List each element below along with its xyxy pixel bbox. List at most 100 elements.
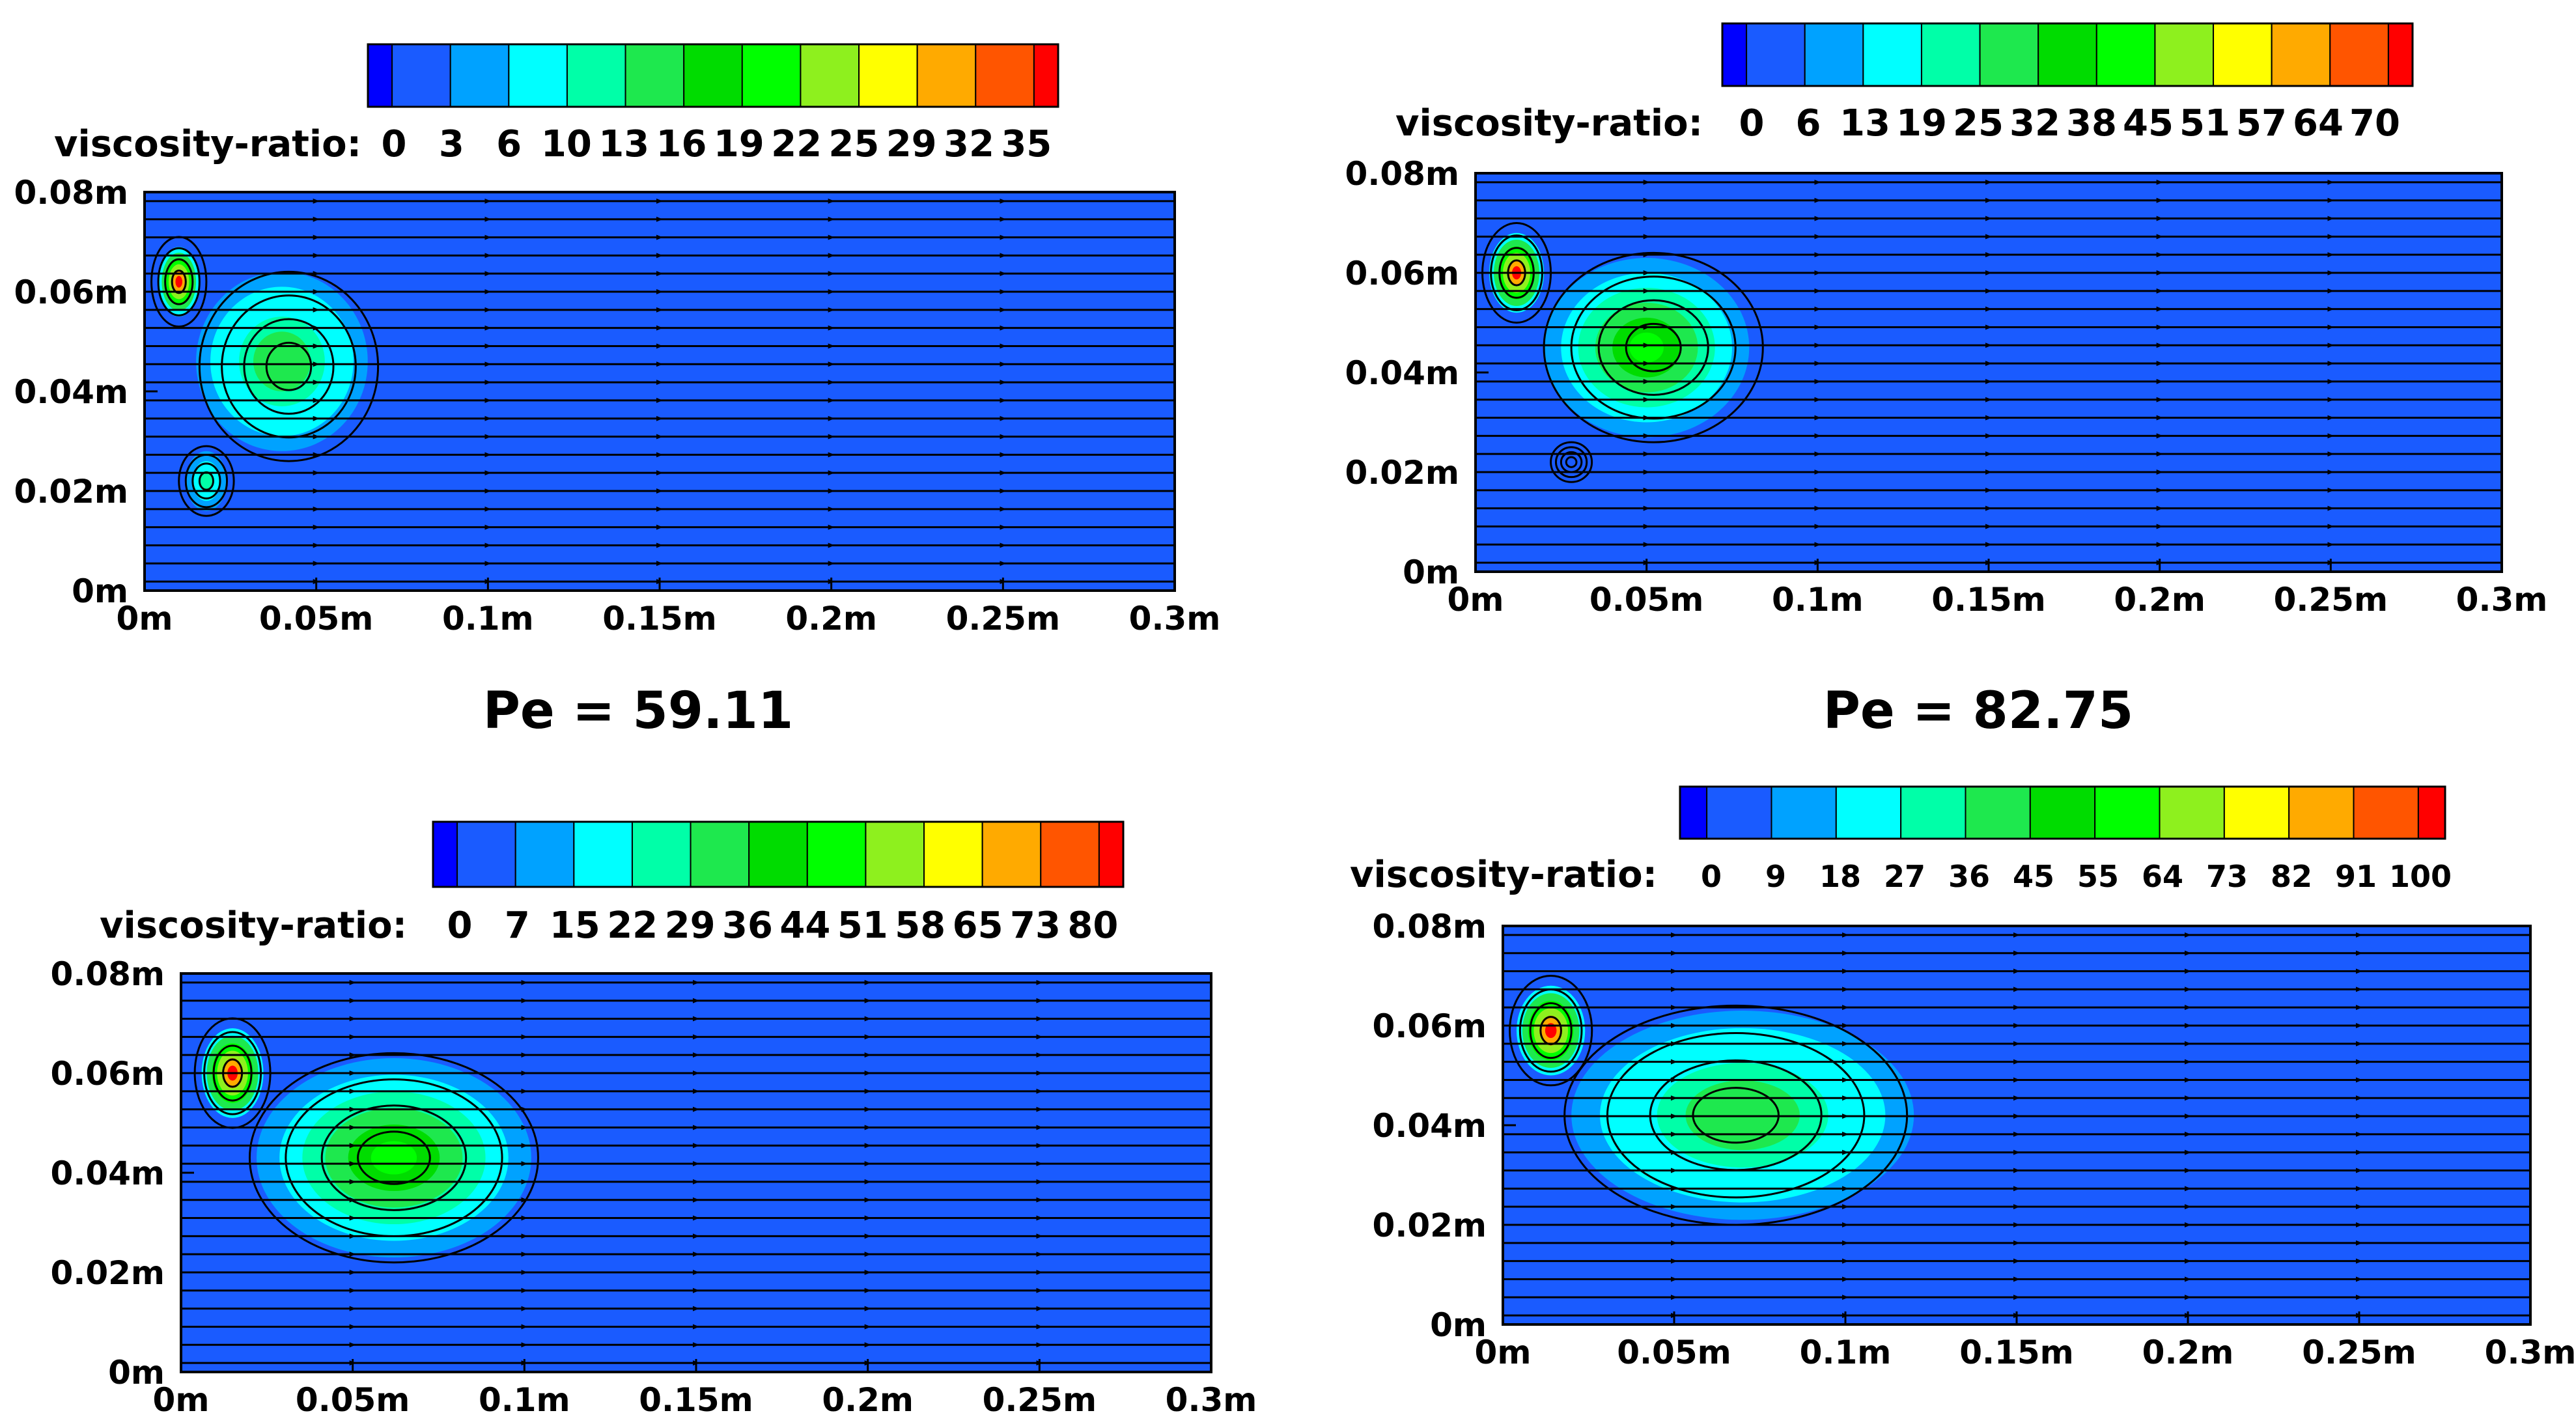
colorbar-label: viscosity-ratio: xyxy=(54,123,361,165)
vortex-streamline xyxy=(212,1044,253,1102)
colorbar-frame xyxy=(432,820,1125,888)
vortex-streamline xyxy=(1539,1016,1562,1046)
y-tick-label: 0m xyxy=(1403,553,1459,591)
colorbar-frame xyxy=(1679,785,2446,840)
y-tick-label: 0.04m xyxy=(1373,1107,1487,1145)
vortex-streamline xyxy=(1570,275,1737,420)
x-tick-label: 0.25m xyxy=(2302,1334,2416,1371)
colorbar-swatch xyxy=(1722,23,1748,87)
colorbar-tick-label: 6 xyxy=(496,123,522,165)
x-tick-label: 0.05m xyxy=(1617,1334,1731,1371)
colorbar-swatch xyxy=(2037,23,2097,87)
x-tick-label: 0.15m xyxy=(639,1381,753,1419)
colorbar-swatch xyxy=(1920,23,1981,87)
colorbar-tick-label: 80 xyxy=(1067,904,1118,947)
vortex-streamline xyxy=(157,247,201,316)
colorbar-tick-label: 29 xyxy=(665,904,716,947)
vortex-streamline xyxy=(1606,1031,1866,1199)
x-tick-label: 0.15m xyxy=(602,600,716,637)
x-tick-label: 0.15m xyxy=(1959,1334,2073,1371)
colorbar-tick-label: 25 xyxy=(828,123,879,165)
colorbar-label: viscosity-ratio: xyxy=(1350,854,1657,896)
colorbar-swatch xyxy=(2271,23,2331,87)
colorbar-tick-label: 45 xyxy=(2123,102,2174,145)
colorbar-tick-label: 0 xyxy=(382,123,407,165)
colorbar-tick-label: 58 xyxy=(895,904,945,947)
colorbar-swatch xyxy=(2223,786,2290,839)
colorbar-swatch xyxy=(1033,44,1059,107)
vortex-streamline xyxy=(193,1017,272,1129)
vortex-streamline xyxy=(1519,988,1583,1073)
colorbar-swatch xyxy=(2154,23,2215,87)
colorbar-swatch xyxy=(1746,23,1806,87)
vortex-streamline xyxy=(1554,446,1588,479)
colorbar-tick-label: 13 xyxy=(598,123,649,165)
colorbar-swatch xyxy=(367,44,393,107)
y-tick-label: 0.02m xyxy=(14,473,128,511)
colorbar-tick-label: 9 xyxy=(1765,859,1786,894)
colorbar-swatch xyxy=(690,821,750,888)
vortex-streamline xyxy=(285,1078,503,1238)
colorbar-tick-label: 13 xyxy=(1840,102,1890,145)
colorbar-swatch xyxy=(975,44,1035,107)
vortex-streamline xyxy=(1625,322,1682,372)
colorbar-swatch xyxy=(2417,786,2446,839)
vortex-streamline xyxy=(1692,1087,1780,1144)
streamlines xyxy=(145,198,1175,585)
colorbar-swatch xyxy=(573,821,633,888)
x-tick-label: 0.2m xyxy=(785,600,877,637)
colorbar-swatch xyxy=(1040,821,1100,888)
colorbar-swatch xyxy=(2353,786,2419,839)
contour-field xyxy=(145,192,1175,591)
colorbar xyxy=(1721,22,2414,87)
x-tick-label: 0.05m xyxy=(296,1381,410,1419)
contour-band xyxy=(1545,1023,1557,1039)
vortex-streamline xyxy=(191,462,221,499)
colorbar-label: viscosity-ratio: xyxy=(1395,102,1703,145)
x-tick-label: 0.3m xyxy=(2456,581,2548,619)
colorbar xyxy=(432,820,1125,888)
colorbar-tick-label: 15 xyxy=(550,904,600,947)
y-tick-label: 0.06m xyxy=(51,1055,165,1093)
colorbar-swatch xyxy=(1679,786,1708,839)
colorbar-swatch xyxy=(1835,786,1902,839)
vortex-streamline xyxy=(178,445,235,517)
colorbar-swatch xyxy=(391,44,451,107)
colorbar-tick-label: 27 xyxy=(1884,859,1925,894)
x-tick-label: 0.1m xyxy=(1800,1334,1892,1371)
panel-bottom-left: viscosity-ratio: 0 7 15 22 29 36 44 51 58 65 73 80 0m… xyxy=(51,820,1257,1419)
x-tick-label: 0.05m xyxy=(259,600,373,637)
x-tick-label: 0.25m xyxy=(983,1381,1097,1419)
colorbar-swatch xyxy=(748,821,808,888)
y-tick-label: 0.02m xyxy=(1345,454,1459,492)
x-tick-label: 0.25m xyxy=(2274,581,2388,619)
colorbar-tick-label: 70 xyxy=(2349,102,2400,145)
colorbar-swatch xyxy=(566,44,626,107)
y-tick-label: 0.08m xyxy=(51,955,165,993)
contour-band xyxy=(267,346,296,377)
vortex-streamline xyxy=(320,1104,468,1211)
colorbar-swatch xyxy=(2159,786,2225,839)
y-tick-label: 0.08m xyxy=(1373,908,1487,945)
vortex-streamline xyxy=(171,269,187,294)
colorbar-tick-label: 10 xyxy=(541,123,592,165)
vortex-streamline xyxy=(1529,1002,1573,1059)
vortex-streamline xyxy=(1498,247,1535,299)
colorbar-tick-label: 73 xyxy=(2206,859,2248,894)
colorbar-swatch xyxy=(1706,786,1772,839)
vortex-streamline xyxy=(243,318,335,415)
colorbar-swatch xyxy=(981,821,1042,888)
colorbar-tick-label: 51 xyxy=(2179,102,2230,145)
colorbar-tick-label: 6 xyxy=(1796,102,1821,145)
colorbar-tick-label: 7 xyxy=(505,904,530,947)
vortex-streamline xyxy=(1649,1059,1823,1171)
y-tick-label: 0.04m xyxy=(51,1155,165,1192)
colorbar-swatch xyxy=(1965,786,2031,839)
x-tick-label: 0.1m xyxy=(442,600,534,637)
y-tick-label: 0.02m xyxy=(51,1254,165,1292)
x-tick-label: 0.2m xyxy=(822,1381,914,1419)
y-tick-label: 0.08m xyxy=(14,174,128,212)
colorbar-tick-label: 57 xyxy=(2236,102,2287,145)
colorbar-swatch xyxy=(1979,23,2039,87)
